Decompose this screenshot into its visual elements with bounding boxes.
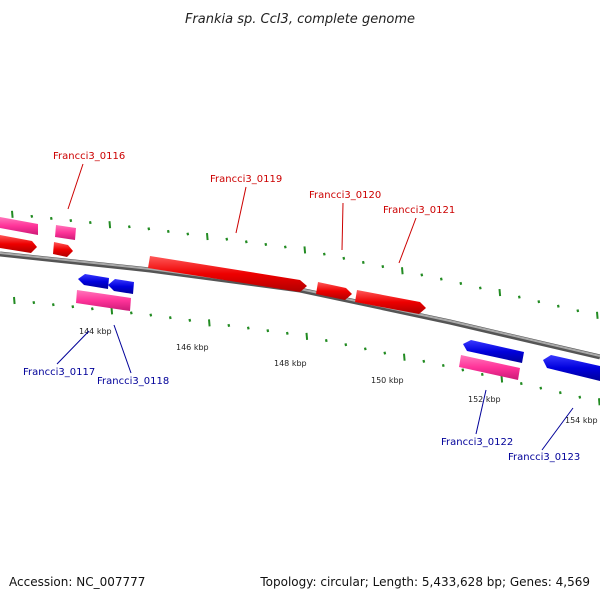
gene-feature-francci3-0120[interactable] bbox=[316, 282, 352, 300]
genome-summary-text: Topology: circular; Length: 5,433,628 bp… bbox=[259, 575, 590, 589]
major-tick bbox=[110, 307, 114, 315]
minor-tick bbox=[188, 318, 192, 322]
major-tick bbox=[208, 319, 211, 327]
minor-tick bbox=[246, 326, 250, 330]
position-label: 148 kbp bbox=[274, 359, 307, 368]
position-label: 146 kbp bbox=[176, 343, 209, 352]
gene-feature-francci3-0116[interactable] bbox=[55, 225, 76, 240]
major-tick bbox=[206, 233, 209, 241]
minor-tick bbox=[441, 363, 445, 368]
major-tick bbox=[596, 311, 599, 319]
minor-tick bbox=[90, 307, 94, 311]
minor-tick bbox=[420, 273, 424, 277]
gene-feature-francci3-0122-b[interactable] bbox=[459, 355, 520, 380]
minor-tick bbox=[556, 304, 560, 308]
upper-tick-row bbox=[11, 210, 599, 319]
minor-tick bbox=[227, 323, 231, 328]
minor-tick bbox=[88, 221, 92, 225]
major-tick bbox=[403, 353, 406, 361]
gene-label-francci3-0116[interactable]: Francci3_0116 bbox=[53, 151, 125, 162]
gene-feature-francci3-0118[interactable] bbox=[108, 279, 134, 294]
major-tick bbox=[305, 332, 309, 340]
minor-tick bbox=[283, 245, 287, 249]
minor-tick bbox=[149, 313, 153, 317]
gene-feature-francci3-0119[interactable] bbox=[148, 256, 307, 292]
gene-features bbox=[0, 217, 600, 381]
minor-tick bbox=[322, 252, 326, 256]
accession-text: Accession: NC_007777 bbox=[9, 575, 145, 589]
minor-tick bbox=[51, 303, 55, 307]
position-label: 154 kbp bbox=[565, 416, 598, 425]
minor-tick bbox=[459, 281, 463, 285]
gene-leader-lines bbox=[56, 163, 574, 451]
minor-tick bbox=[422, 359, 426, 363]
gene-labels: Francci3_0116 Francci3_0117 Francci3_011… bbox=[23, 151, 580, 463]
major-tick bbox=[303, 246, 307, 254]
minor-tick bbox=[168, 316, 172, 320]
gene-label-francci3-0120[interactable]: Francci3_0120 bbox=[309, 190, 381, 201]
minor-tick bbox=[324, 338, 328, 343]
minor-tick bbox=[537, 300, 541, 304]
gene-label-francci3-0119[interactable]: Francci3_0119 bbox=[210, 174, 282, 185]
major-tick bbox=[108, 221, 112, 229]
minor-tick bbox=[576, 309, 580, 313]
major-tick bbox=[498, 288, 502, 297]
gene-label-francci3-0123[interactable]: Francci3_0123 bbox=[508, 452, 580, 463]
minor-tick bbox=[264, 242, 268, 246]
minor-tick bbox=[129, 311, 133, 315]
minor-tick bbox=[166, 229, 170, 233]
minor-tick bbox=[285, 331, 289, 335]
gene-feature-francci3-0121[interactable] bbox=[355, 290, 426, 314]
minor-tick bbox=[558, 391, 562, 395]
minor-tick bbox=[266, 329, 270, 333]
lower-tick-row bbox=[13, 296, 600, 406]
minor-tick bbox=[480, 372, 484, 377]
minor-tick bbox=[578, 395, 582, 399]
minor-tick bbox=[478, 286, 482, 290]
gene-label-francci3-0118[interactable]: Francci3_0118 bbox=[97, 376, 169, 387]
minor-tick bbox=[225, 237, 229, 241]
gene-feature-francci3-0118-b[interactable] bbox=[76, 290, 131, 311]
major-tick bbox=[401, 267, 404, 275]
gene-label-francci3-0121[interactable]: Francci3_0121 bbox=[383, 205, 455, 216]
position-label: 144 kbp bbox=[79, 327, 112, 336]
minor-tick bbox=[71, 305, 75, 309]
minor-tick bbox=[30, 214, 34, 218]
minor-tick bbox=[49, 216, 53, 220]
minor-tick bbox=[519, 382, 523, 386]
minor-tick bbox=[381, 265, 385, 269]
gene-label-francci3-0117[interactable]: Francci3_0117 bbox=[23, 367, 95, 378]
gene-label-francci3-0122[interactable]: Francci3_0122 bbox=[441, 437, 513, 448]
minor-tick bbox=[539, 386, 543, 390]
map-title: Frankia sp. CcI3, complete genome bbox=[185, 12, 415, 27]
gene-feature-francci3-0116-b[interactable] bbox=[53, 242, 73, 257]
minor-tick bbox=[186, 232, 190, 236]
minor-tick bbox=[361, 260, 365, 264]
minor-tick bbox=[32, 301, 36, 305]
minor-tick bbox=[517, 295, 521, 299]
minor-tick bbox=[342, 256, 346, 260]
gene-feature-edge-red[interactable] bbox=[0, 235, 37, 253]
minor-tick bbox=[69, 218, 73, 223]
minor-tick bbox=[344, 343, 348, 347]
gene-feature-francci3-0123[interactable] bbox=[543, 355, 600, 381]
major-tick bbox=[11, 210, 14, 218]
minor-tick bbox=[147, 227, 151, 231]
major-tick bbox=[13, 296, 16, 305]
minor-tick bbox=[439, 277, 443, 281]
gene-feature-francci3-0122[interactable] bbox=[463, 340, 524, 363]
position-label: 150 kbp bbox=[371, 376, 404, 385]
minor-tick bbox=[363, 347, 367, 351]
gene-feature-francci3-0117[interactable] bbox=[78, 274, 109, 289]
minor-tick bbox=[244, 240, 248, 244]
minor-tick bbox=[461, 368, 465, 372]
gene-feature-edge-pink[interactable] bbox=[0, 217, 38, 235]
major-tick bbox=[500, 375, 504, 383]
minor-tick bbox=[383, 351, 387, 355]
minor-tick bbox=[127, 225, 131, 229]
